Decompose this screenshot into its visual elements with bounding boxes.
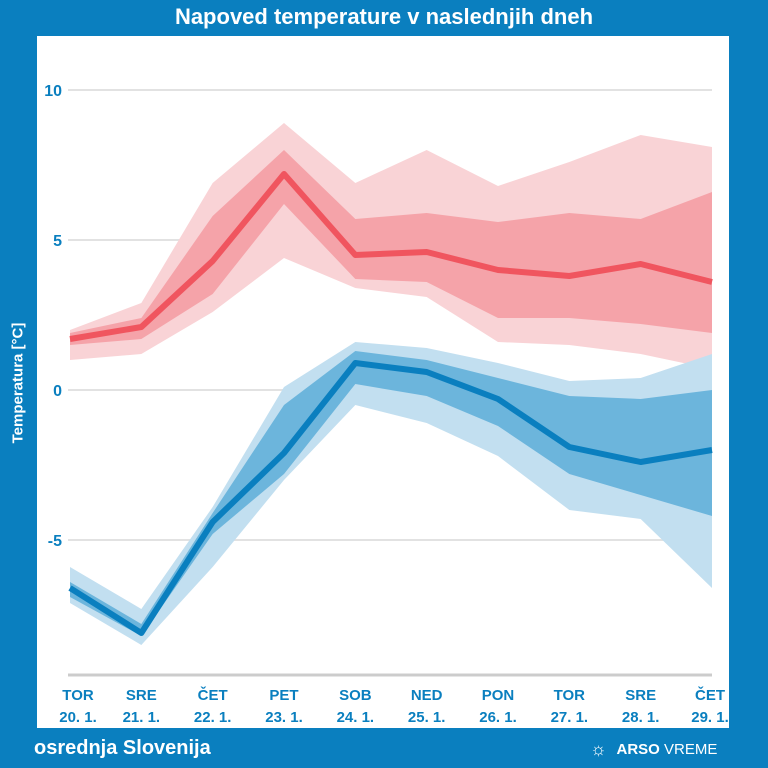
x-tick-label: SOB bbox=[339, 687, 372, 704]
x-tick-label: 29. 1. bbox=[691, 709, 729, 726]
x-tick-label: TOR bbox=[554, 687, 586, 704]
x-tick-label: SRE bbox=[625, 687, 656, 704]
min-median-line bbox=[68, 360, 713, 636]
x-tick-label: ČET bbox=[198, 686, 228, 704]
x-tick-label: 21. 1. bbox=[123, 709, 161, 726]
x-tick-label: 25. 1. bbox=[408, 709, 446, 726]
brand-logo: ☼ ARSO VREME bbox=[590, 739, 717, 760]
x-tick-label: TOR bbox=[62, 687, 94, 704]
x-tick-label: NED bbox=[411, 687, 443, 704]
x-tick-label: SRE bbox=[126, 687, 157, 704]
min-inner-band bbox=[70, 351, 712, 636]
y-tick-label: 10 bbox=[44, 83, 62, 100]
sun-icon: ☼ bbox=[590, 739, 607, 759]
x-tick-label: 24. 1. bbox=[337, 709, 375, 726]
y-tick-label: -5 bbox=[48, 533, 62, 550]
y-tick-label: 0 bbox=[53, 383, 62, 400]
x-tick-label: ČET bbox=[695, 686, 725, 704]
x-tick-label: 27. 1. bbox=[551, 709, 589, 726]
x-tick-label: 20. 1. bbox=[59, 709, 97, 726]
x-tick-label: 28. 1. bbox=[622, 709, 660, 726]
region-label: osrednja Slovenija bbox=[34, 737, 211, 759]
chart-title: Napoved temperature v naslednjih dneh bbox=[174, 4, 594, 29]
x-tick-label: PET bbox=[269, 687, 298, 704]
x-tick-label: PON bbox=[482, 687, 515, 704]
x-tick-label: 26. 1. bbox=[479, 709, 517, 726]
y-tick-label: 5 bbox=[53, 233, 62, 250]
x-tick-label: 23. 1. bbox=[265, 709, 303, 726]
x-tick-label: 22. 1. bbox=[194, 709, 232, 726]
brand-light: VREME bbox=[664, 741, 718, 758]
max-median-line bbox=[69, 171, 713, 342]
max-inner-band bbox=[70, 150, 712, 345]
brand-bold: ARSO bbox=[616, 741, 660, 758]
